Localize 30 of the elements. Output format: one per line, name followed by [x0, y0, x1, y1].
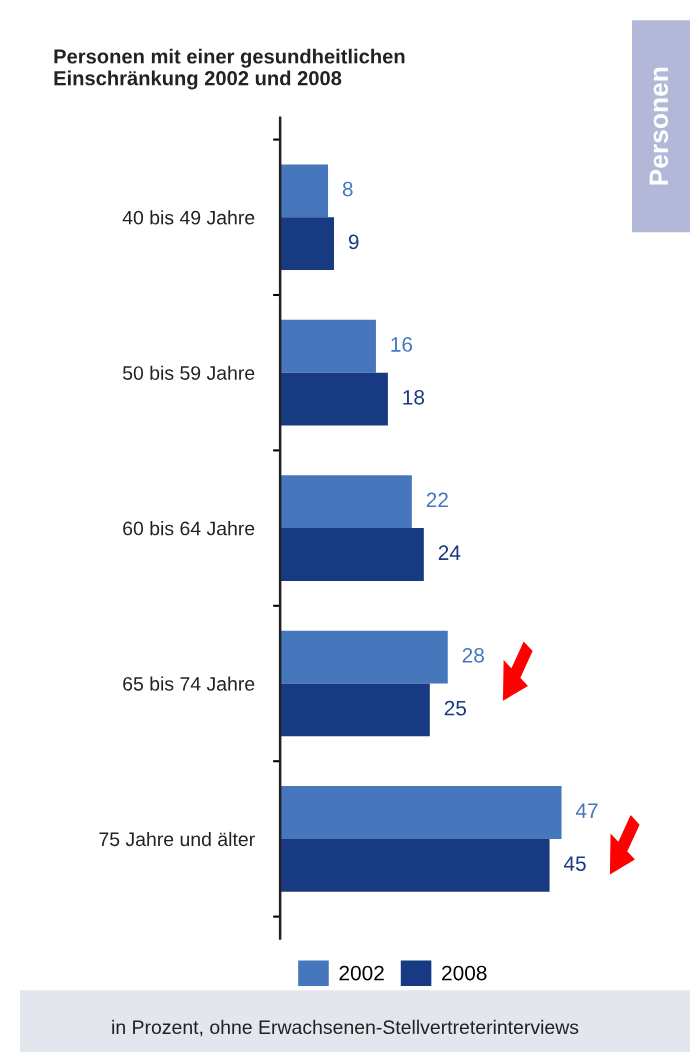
bar	[280, 164, 329, 218]
data-label: 18	[403, 389, 425, 405]
bar	[280, 683, 430, 737]
data-label: 25	[444, 700, 466, 716]
bar	[280, 217, 335, 271]
bar	[280, 786, 562, 839]
text: Personen	[649, 67, 669, 185]
y-tick-label: 60 bis 64 Jahre	[123, 521, 255, 536]
data-label: 45	[563, 856, 586, 871]
y-tick-label: 40 bis 49 Jahre	[122, 210, 255, 225]
y-tick-label: 75 Jahre und älter	[99, 831, 255, 847]
bar	[280, 528, 424, 581]
bar	[280, 319, 376, 373]
bar	[280, 838, 550, 892]
chart-title: Personen mit einer gesundheitlichen Einschränkung 2002 und 2008	[54, 48, 405, 90]
data-label: 16	[391, 337, 413, 352]
bar	[280, 475, 412, 529]
bar	[280, 630, 448, 684]
data-label: 28	[462, 647, 484, 663]
text: in Prozent, ohne Erwachsenen-Stellvertreterinterviews	[112, 1019, 579, 1037]
legend-label: 2002	[339, 965, 384, 981]
data-label: 9	[348, 234, 359, 250]
y-tick-label: 50 bis 59 Jahre	[122, 365, 255, 380]
legend-label: 2008	[442, 965, 487, 981]
data-label: 8	[342, 181, 353, 197]
data-label: 47	[575, 803, 598, 818]
bar	[280, 372, 388, 426]
y-tick-label: 65 bis 74 Jahre	[123, 676, 255, 691]
data-label: 22	[426, 492, 448, 508]
data-label: 24	[438, 545, 461, 560]
